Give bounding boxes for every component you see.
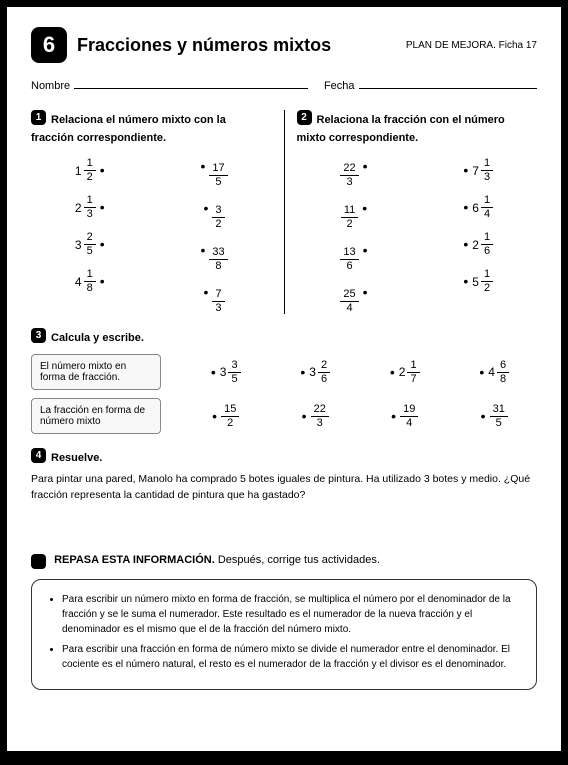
q3-row2: La fracción en forma de número mixto •15… xyxy=(31,398,537,434)
q2-frac-item: 254• xyxy=(340,284,371,314)
q2-mixed-item: •216 xyxy=(459,232,493,257)
q1-number: 1 xyxy=(31,110,46,125)
q1-frac-item: •338 xyxy=(196,242,227,272)
review-title-rest: Después, corrige tus actividades. xyxy=(215,554,380,566)
q1-mixed-item: 418• xyxy=(75,269,109,294)
q1-mixed-item: 112• xyxy=(75,158,109,183)
questions-1-2: 1Relaciona el número mixto con la fracci… xyxy=(31,110,537,314)
q3-row1-label: El número mixto en forma de fracción. xyxy=(31,354,161,390)
name-label: Nombre xyxy=(31,80,70,92)
q3-mixed-item: •217 xyxy=(386,360,420,385)
q3-mixed-item: •335 xyxy=(207,360,241,385)
q2-number: 2 xyxy=(297,110,312,125)
q2-frac-item: 136• xyxy=(340,242,371,272)
review-list: Para escribir un número mixto en forma d… xyxy=(48,592,520,672)
q2-left-col: 223• 112• 136• 254• xyxy=(340,158,371,314)
question-4: 4 Resuelve. Para pintar una pared, Manolo… xyxy=(31,448,537,504)
q3-frac-item: •194 xyxy=(387,404,418,429)
q1-text: Relaciona el número mixto con la fracció… xyxy=(31,114,226,144)
review-section: REPASA ESTA INFORMACIÓN. Después, corrig… xyxy=(31,554,537,690)
q3-mixed-item: •468 xyxy=(475,360,509,385)
q3-text: Calcula y escribe. xyxy=(51,332,144,344)
q3-frac-item: •315 xyxy=(477,404,508,429)
q2-frac-item: 223• xyxy=(340,158,371,188)
review-item: Para escribir una fracción en forma de n… xyxy=(62,642,520,672)
q1-right-col: •175 •32 •338 •73 xyxy=(196,158,227,314)
q3-row2-label: La fracción en forma de número mixto xyxy=(31,398,161,434)
question-2: 2Relaciona la fracción con el número mix… xyxy=(285,110,538,314)
q2-frac-item: 112• xyxy=(341,200,371,230)
page-title: Fracciones y números mixtos xyxy=(77,35,406,56)
review-box: Para escribir un número mixto en forma d… xyxy=(31,579,537,690)
q1-left-col: 112• 213• 325• 418• xyxy=(75,158,109,314)
q2-grid: 223• 112• 136• 254• •713 •614 •216 •512 xyxy=(297,158,538,314)
plan-prefix: PLAN DE MEJORA. Ficha xyxy=(406,40,526,51)
q1-frac-item: •175 xyxy=(196,158,227,188)
q3-number: 3 xyxy=(31,328,46,343)
q2-mixed-item: •614 xyxy=(459,195,493,220)
header: 6 Fracciones y números mixtos PLAN DE ME… xyxy=(31,27,537,63)
student-fields: Nombre Fecha xyxy=(31,77,537,92)
q2-mixed-item: •512 xyxy=(459,269,493,294)
review-title-bold: REPASA ESTA INFORMACIÓN. xyxy=(54,554,215,566)
q2-mixed-item: •713 xyxy=(459,158,493,183)
plan-label: PLAN DE MEJORA. Ficha 17 xyxy=(406,40,537,51)
name-input-line[interactable] xyxy=(74,77,308,89)
q1-mixed-item: 325• xyxy=(75,232,109,257)
lesson-number: 6 xyxy=(31,27,67,63)
question-1: 1Relaciona el número mixto con la fracci… xyxy=(31,110,285,314)
worksheet-page: 6 Fracciones y números mixtos PLAN DE ME… xyxy=(7,7,561,751)
q1-frac-item: •73 xyxy=(200,284,225,314)
question-3: 3 Calcula y escribe. El número mixto en f… xyxy=(31,328,537,434)
q1-frac-item: •32 xyxy=(200,200,225,230)
q1-grid: 112• 213• 325• 418• •175 •32 •338 •73 xyxy=(31,158,272,314)
q1-mixed-item: 213• xyxy=(75,195,109,220)
q3-frac-item: •152 xyxy=(208,404,239,429)
q4-number: 4 xyxy=(31,448,46,463)
q3-row2-items: •152 •223 •194 •315 xyxy=(179,404,537,429)
review-header: REPASA ESTA INFORMACIÓN. Después, corrig… xyxy=(31,554,537,569)
q2-text: Relaciona la fracción con el número mixt… xyxy=(297,114,505,144)
q3-row1-items: •335 •326 •217 •468 xyxy=(179,360,537,385)
q2-right-col: •713 •614 •216 •512 xyxy=(459,158,493,314)
date-label: Fecha xyxy=(324,80,355,92)
q3-row1: El número mixto en forma de fracción. •3… xyxy=(31,354,537,390)
review-icon xyxy=(31,554,46,569)
date-input-line[interactable] xyxy=(359,77,537,89)
q3-mixed-item: •326 xyxy=(296,360,330,385)
q3-frac-item: •223 xyxy=(298,404,329,429)
q4-text: Resuelve. xyxy=(51,452,102,464)
review-item: Para escribir un número mixto en forma d… xyxy=(62,592,520,637)
plan-number: 17 xyxy=(526,40,537,51)
q4-problem: Para pintar una pared, Manolo ha comprad… xyxy=(31,472,537,504)
